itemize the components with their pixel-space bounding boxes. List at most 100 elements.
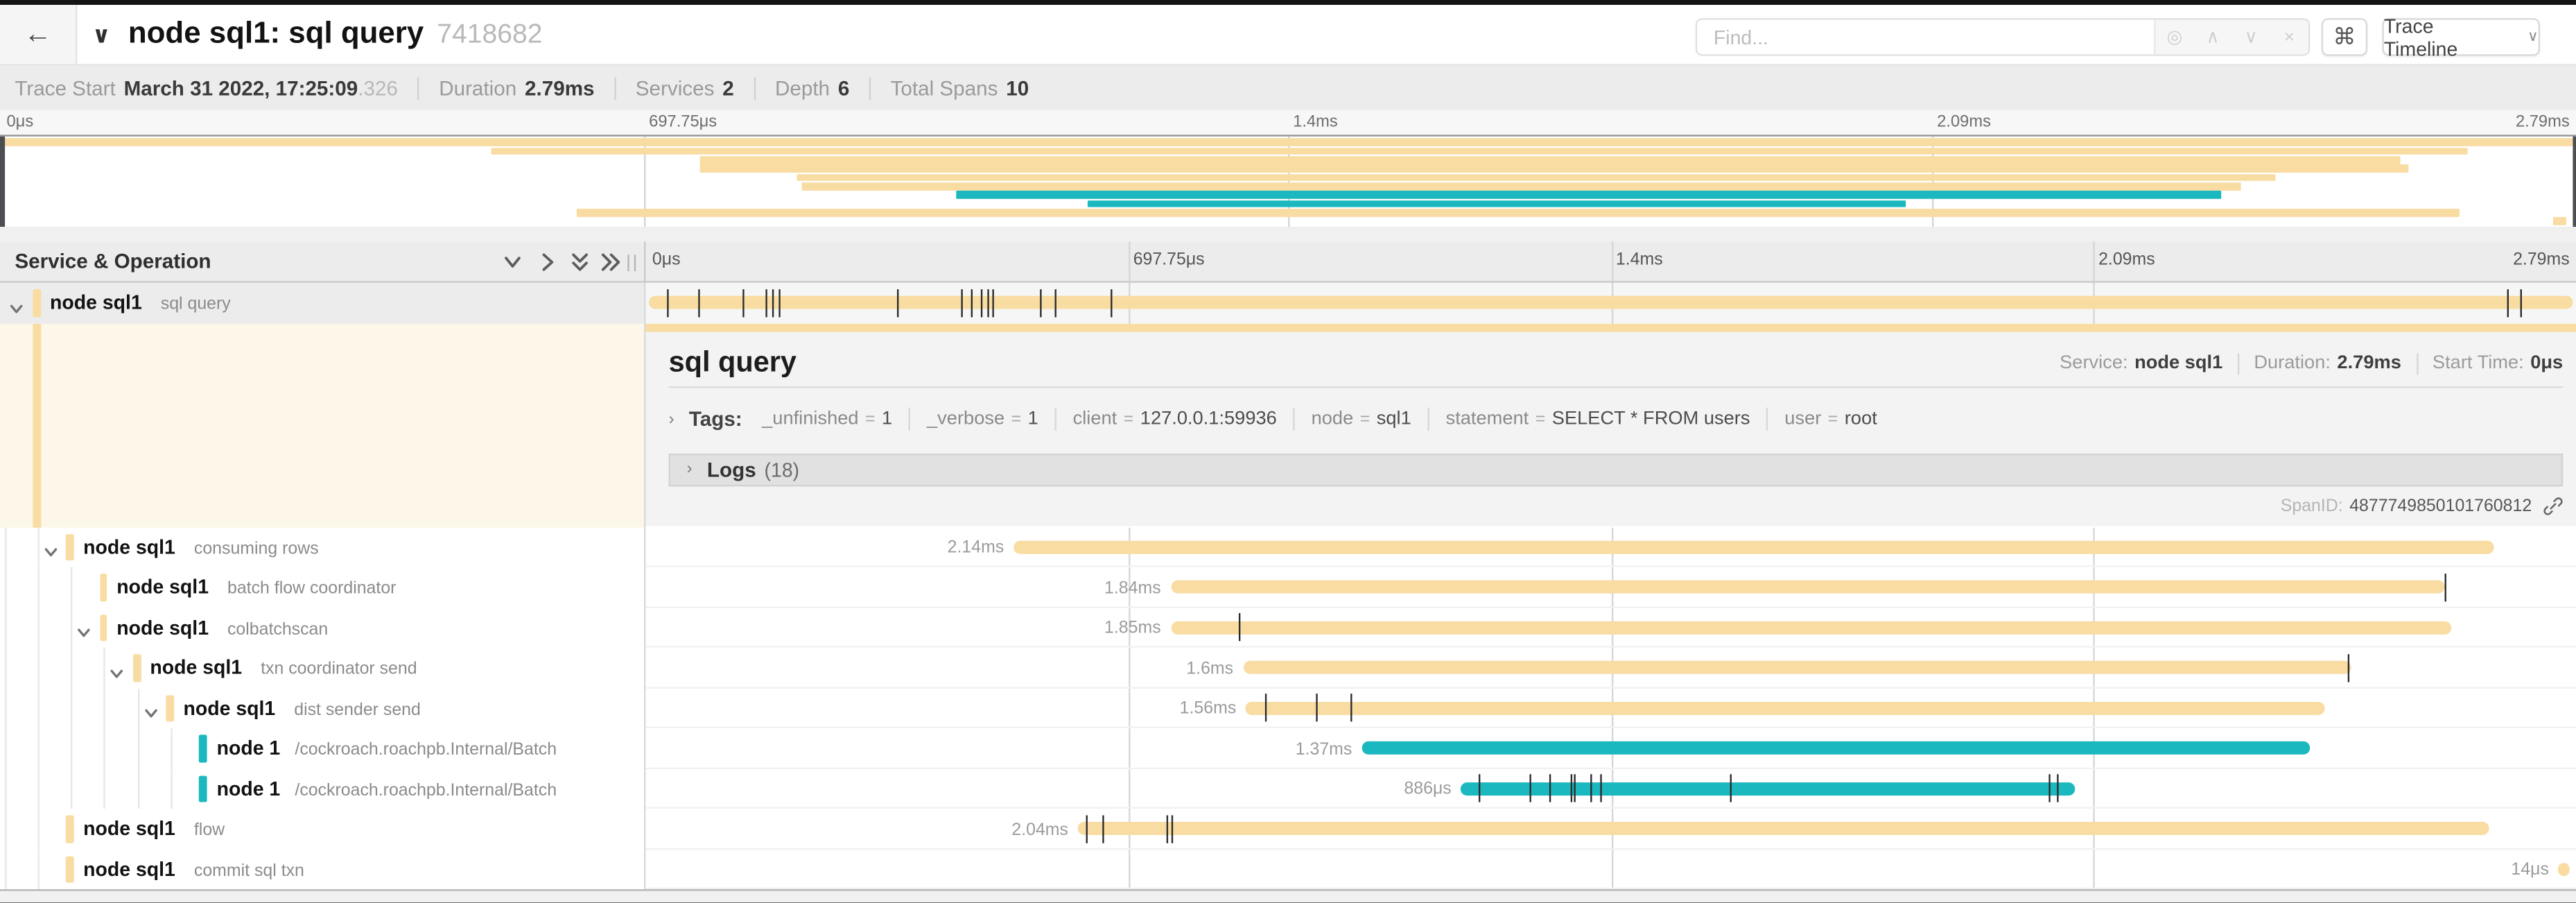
selected-span-timeline-row[interactable]	[645, 282, 2576, 324]
span-log-tick	[1316, 694, 1319, 722]
span-log-tick	[980, 289, 982, 317]
collapse-one-icon[interactable]	[501, 252, 524, 273]
operation-name: commit sql txn	[193, 860, 304, 881]
span-timeline-row[interactable]: 1.37ms	[645, 728, 2576, 768]
span-bar[interactable]	[1461, 782, 2075, 796]
find-box: ◎ ∧ ∨ ×	[1695, 18, 2310, 56]
span-bar[interactable]	[1170, 580, 2444, 594]
back-button[interactable]: ←	[0, 5, 78, 64]
expand-one-icon[interactable]	[536, 252, 559, 273]
span-log-tick	[1590, 774, 1592, 803]
span-bar[interactable]	[2559, 862, 2570, 876]
minimap-span-bar	[491, 147, 2467, 155]
span-tree-row[interactable]: node 1/cockroach.roachpb.Internal/Batch	[0, 728, 646, 768]
span-tree-row[interactable]: node sql1 colbatchscan	[0, 607, 646, 648]
next-match-icon[interactable]: ∨	[2244, 28, 2258, 48]
span-log-tick	[778, 289, 781, 317]
span-tree-row[interactable]: node sql1 dist sender send	[0, 687, 646, 728]
clear-find-icon[interactable]: ×	[2283, 27, 2295, 47]
service-color-chip	[66, 855, 74, 883]
span-bar[interactable]	[1361, 741, 2310, 755]
equals-sign: =	[1827, 409, 1838, 429]
span-timeline-row[interactable]: 2.14ms	[645, 526, 2576, 567]
service-name: node 1	[216, 736, 281, 759]
timeline-minimap[interactable]	[0, 135, 2576, 229]
span-timeline-row[interactable]: 2.04ms	[645, 809, 2576, 850]
tree-chevron-down-icon[interactable]	[9, 295, 26, 313]
span-timeline-row[interactable]: 886μs	[645, 768, 2576, 809]
trace-collapse-chevron-icon[interactable]: ∨	[92, 20, 111, 47]
collapse-all-icon[interactable]	[568, 252, 591, 273]
minimap-gridline	[644, 136, 646, 227]
timeline-gridline	[1128, 728, 1130, 767]
span-tree-row[interactable]: node sql1 flow	[0, 809, 646, 850]
operation-name: batch flow coordinator	[227, 578, 397, 599]
span-tree-row[interactable]: node sql1 txn coordinator send	[0, 647, 646, 688]
span-bar[interactable]	[1078, 822, 2489, 836]
minimap-scrubber-right[interactable]	[2572, 136, 2576, 227]
timeline-gridline	[1610, 849, 1613, 888]
span-timeline-row[interactable]: 1.85ms	[645, 607, 2576, 648]
timeline-gridline	[2093, 849, 2096, 888]
operation-name: consuming rows	[193, 538, 319, 558]
span-tree-row[interactable]: node sql1 batch flow coordinator	[0, 567, 646, 608]
column-resize-grip[interactable]	[626, 255, 638, 272]
tree-chevron-down-icon[interactable]	[109, 660, 125, 678]
span-tree-row[interactable]: node sql1 commit sql txn	[0, 849, 646, 890]
span-timeline-row[interactable]: 14μs	[645, 849, 2576, 890]
tag-value: sql1	[1376, 409, 1411, 429]
span-log-tick	[1730, 774, 1732, 803]
stat-label: Trace Start	[15, 76, 116, 100]
tag-value: 1	[1027, 409, 1038, 429]
span-bar[interactable]	[1013, 540, 2495, 553]
tag-key: client	[1072, 409, 1117, 429]
span-timeline-row[interactable]: 1.6ms	[645, 647, 2576, 688]
tree-guide-line	[104, 768, 106, 809]
span-timeline-row[interactable]: 1.84ms	[645, 567, 2576, 608]
timeline-gridline	[1128, 647, 1130, 687]
tag-value: SELECT * FROM users	[1551, 409, 1750, 429]
minimap-span-bar	[700, 155, 2400, 164]
minimap-span-bar	[801, 182, 2242, 191]
expand-all-icon[interactable]	[598, 252, 621, 273]
span-log-tick	[1102, 814, 1104, 843]
locate-icon[interactable]: ◎	[2166, 28, 2183, 48]
deep-link-icon[interactable]	[2543, 496, 2563, 515]
service-color-chip	[199, 775, 208, 802]
tags-label: Tags:	[688, 407, 742, 431]
tree-guide-line	[37, 687, 40, 728]
span-bar[interactable]	[648, 296, 2573, 310]
minimap-span-bar	[797, 173, 2275, 182]
span-id-label: SpanID:	[2280, 495, 2343, 515]
span-id-value: 4877749850101760812	[2349, 495, 2532, 515]
span-bar[interactable]	[1170, 621, 2451, 635]
tags-toggle-row[interactable]: › Tags: _unfinished = 1 _verbose = 1 client = 12…	[669, 405, 2564, 433]
span-bar[interactable]	[1243, 661, 2351, 675]
prev-match-icon[interactable]: ∧	[2206, 28, 2220, 48]
service-color-chip	[166, 694, 174, 722]
keyboard-shortcuts-button[interactable]: ⌘	[2321, 18, 2368, 56]
span-tree-row[interactable]: node 1/cockroach.roachpb.Internal/Batch	[0, 768, 646, 809]
selected-span-tree-row[interactable]: node sql1 sql query	[0, 282, 646, 324]
tree-chevron-down-icon[interactable]	[42, 539, 59, 557]
span-log-tick	[960, 289, 962, 317]
logs-toggle-row[interactable]: › Logs (18)	[668, 452, 2564, 486]
operation-name: colbatchscan	[227, 619, 329, 639]
timeline-gridline	[1128, 687, 1130, 727]
span-tree-row[interactable]: node sql1 consuming rows	[0, 526, 646, 567]
tree-chevron-down-icon[interactable]	[142, 700, 159, 718]
span-log-tick	[896, 289, 898, 317]
tree-guide-line	[3, 849, 6, 890]
service-color-chip	[66, 533, 74, 561]
tree-guide-line	[37, 768, 40, 809]
find-input[interactable]	[1697, 19, 2155, 55]
span-bar[interactable]	[1246, 701, 2326, 715]
span-timeline-row[interactable]: 1.56ms	[645, 687, 2576, 728]
minimap-scrubber-left[interactable]	[0, 136, 4, 227]
chevron-down-icon: ∨	[2527, 28, 2539, 44]
tree-guide-line	[171, 768, 173, 809]
trace-view-selector[interactable]: Trace Timeline ∨	[2382, 14, 2541, 60]
tree-guide-line	[137, 728, 139, 768]
span-duration-label: 2.04ms	[1011, 819, 1068, 839]
tree-chevron-down-icon[interactable]	[76, 619, 92, 637]
